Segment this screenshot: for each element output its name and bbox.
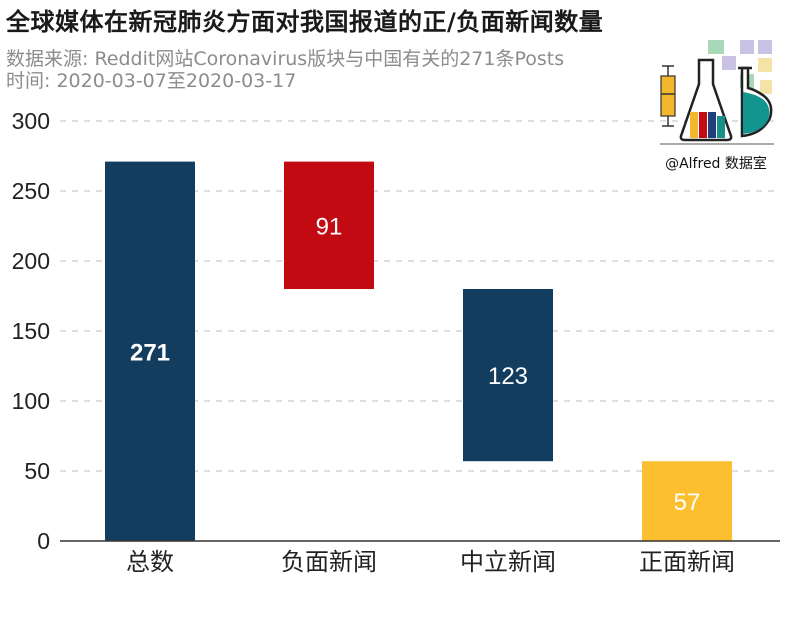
chart-title: 全球媒体在新冠肺炎方面对我国报道的正/负面新闻数量	[6, 8, 604, 36]
bar-2	[284, 161, 374, 289]
y-tick-label: 100	[12, 388, 50, 414]
bar-1	[105, 161, 195, 541]
y-tick-label: 200	[12, 248, 50, 274]
bar-data-label: 123	[488, 363, 528, 390]
bar-4	[642, 461, 732, 541]
lab-flask-icon	[660, 40, 774, 145]
logo-label: @Alfred 数据室	[665, 156, 767, 172]
chart-subtitle-time: 时间: 2020-03-07至2020-03-17	[6, 70, 297, 92]
bar-data-label: 91	[316, 213, 343, 240]
x-tick-label: 总数	[126, 548, 174, 576]
x-tick-label: 负面新闻	[281, 548, 377, 576]
y-tick-label: 250	[12, 178, 50, 204]
x-tick-label: 正面新闻	[639, 548, 735, 576]
y-tick-label: 50	[24, 458, 50, 484]
y-tick-label: 0	[37, 528, 50, 554]
y-tick-label: 150	[12, 318, 50, 344]
chart-subtitle-source: 数据来源: Reddit网站Coronavirus版块与中国有关的271条Pos…	[6, 48, 565, 70]
bar-data-label: 271	[130, 339, 170, 366]
y-tick-label: 300	[12, 108, 50, 134]
bar-data-label: 57	[674, 489, 701, 516]
alfred-logo: @Alfred 数据室	[652, 38, 780, 176]
x-tick-label: 中立新闻	[460, 548, 556, 576]
bar-3	[463, 289, 553, 462]
